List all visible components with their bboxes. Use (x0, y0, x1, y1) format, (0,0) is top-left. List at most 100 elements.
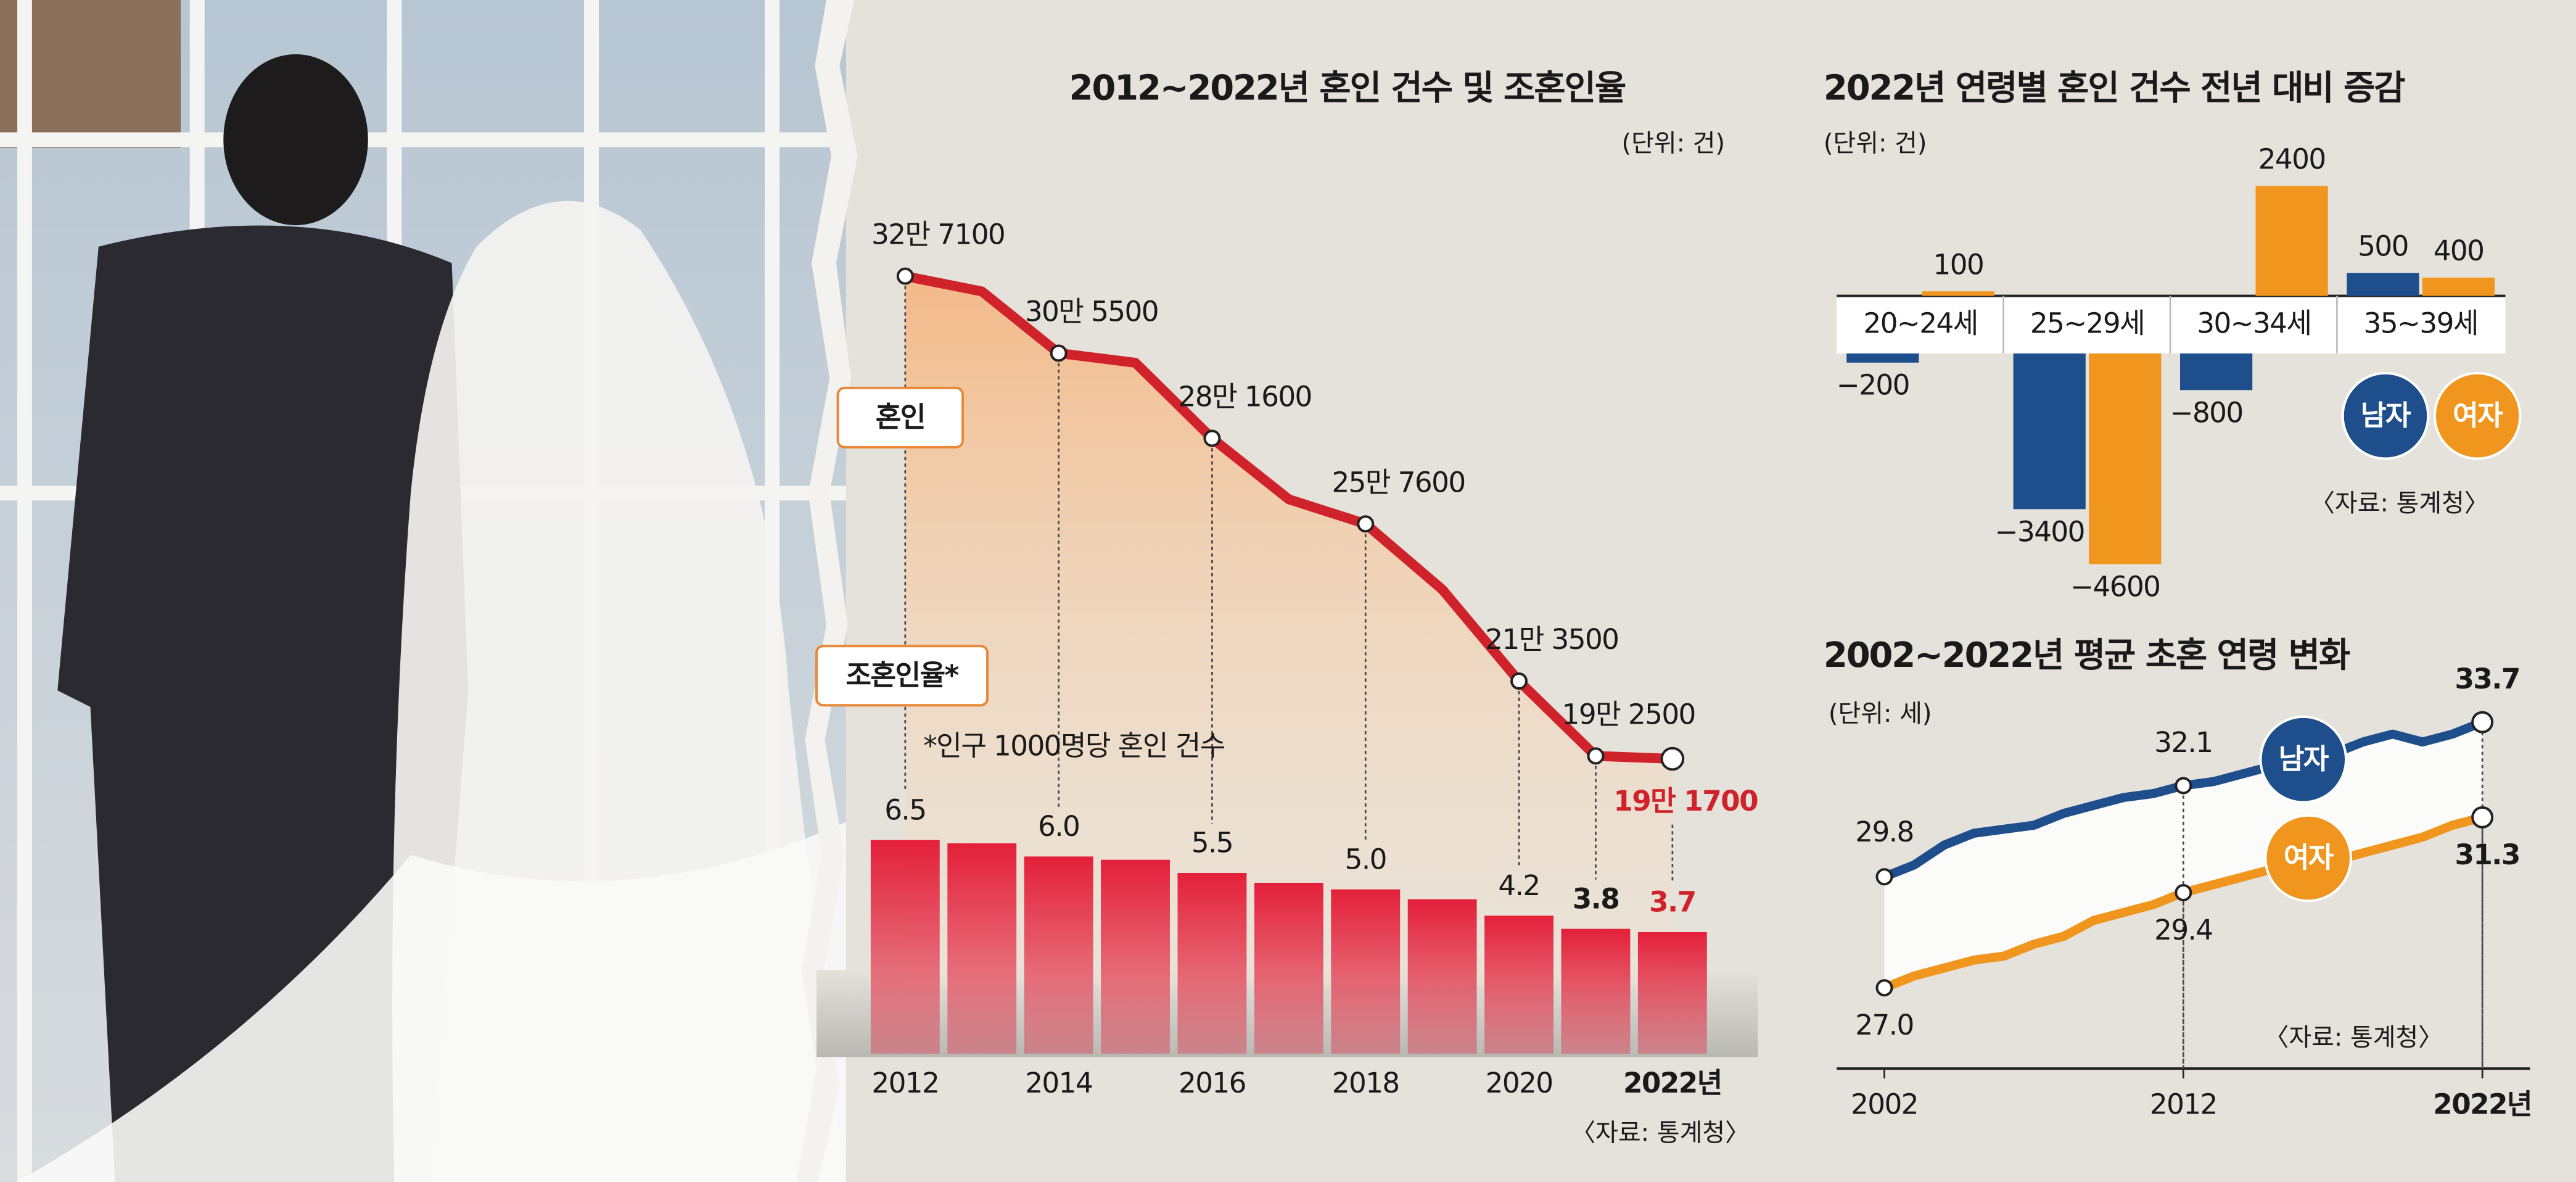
bar (2179, 353, 2253, 391)
line-value-label: 25만 7600 (1331, 466, 1465, 498)
chart-title: 2002~2022년 평균 초혼 연령 변화 (1824, 635, 2350, 676)
bar-value-label: 500 (2358, 230, 2408, 263)
bar-value-label: 6.0 (1038, 810, 1079, 843)
source-label: 〈자료: 통계청〉 (2310, 489, 2489, 518)
line-point (2175, 777, 2192, 795)
chart-title: 2022년 연령별 혼인 건수 전년 대비 증감 (1824, 68, 2405, 109)
x-tick-label: 2018 (1332, 1067, 1399, 1099)
bar-value-label: 3.8 (1573, 882, 1619, 915)
line-value-label: 32만 7100 (871, 218, 1005, 251)
bar (870, 840, 940, 1054)
x-tick-label: 2016 (1179, 1067, 1246, 1099)
bar (1561, 928, 1631, 1054)
line-value-label: 28만 1600 (1179, 381, 1312, 413)
line-value-label: 31.3 (2455, 838, 2519, 871)
x-tick-label: 20~24세 (1863, 307, 1977, 340)
bride-dress (16, 822, 846, 1182)
bar (1637, 932, 1707, 1054)
x-tick-label: 2002 (1851, 1088, 1918, 1120)
bar (1254, 883, 1323, 1054)
bar-value-label: −200 (1837, 369, 1909, 402)
line-point (1875, 979, 1893, 997)
x-tick-label: 2012 (2150, 1088, 2217, 1120)
legend-label: 남자 (2279, 743, 2329, 775)
line-point (1050, 344, 1068, 362)
bar (1331, 889, 1401, 1054)
bar (1407, 899, 1477, 1054)
legend-box (815, 645, 989, 707)
footnote: *인구 1000명당 혼인 건수 (923, 729, 1225, 762)
x-tick-label: 2014 (1025, 1067, 1092, 1099)
bar (2422, 277, 2495, 296)
x-tick-label: 2012 (871, 1067, 939, 1099)
unit-label: (단위: 세) (1829, 700, 1932, 728)
bar-value-label: 4.2 (1498, 869, 1539, 902)
legend-marker (2341, 371, 2430, 460)
line-value-label: 32.1 (2154, 726, 2212, 759)
line-value-label: 21만 3500 (1485, 623, 1618, 656)
x-tick-label: 30~34세 (2197, 307, 2311, 340)
line-value-label: 30만 5500 (1025, 295, 1158, 328)
line (904, 271, 1673, 764)
x-tick-label: 2022년 (1623, 1067, 1722, 1099)
line-point (1587, 747, 1605, 765)
legend-marker (2264, 814, 2353, 903)
legend-box (836, 386, 965, 448)
bar-value-label: 5.0 (1345, 843, 1386, 875)
line-value-label: 27.0 (1855, 1009, 1913, 1041)
legend-label: 남자 (2361, 399, 2411, 432)
bar-value-label: −3400 (1995, 515, 2084, 548)
legend-label: 혼인 (876, 401, 925, 434)
line-area (905, 276, 1673, 986)
legend-label: 조혼인율* (846, 659, 958, 692)
bar (2089, 353, 2162, 564)
x-tick-label: 35~39세 (2364, 307, 2478, 340)
photo (0, 0, 858, 1182)
line-point (2471, 806, 2494, 829)
bar-value-label: 3.7 (1649, 886, 1695, 919)
bar-value-label: 5.5 (1191, 827, 1233, 859)
line-point (1357, 515, 1375, 533)
bar (1177, 873, 1247, 1054)
bar-value-label: −800 (2170, 396, 2243, 429)
unit-label: (단위: 건) (1622, 129, 1726, 157)
bar (1024, 856, 1093, 1054)
bar (1922, 291, 1994, 296)
bar (1484, 915, 1553, 1054)
line-point (2471, 711, 2494, 734)
line-point (1875, 868, 1893, 886)
bar-value-label: 6.5 (884, 793, 926, 826)
bar (2347, 273, 2419, 296)
bar-value-label: 400 (2434, 234, 2484, 267)
bar-value-label: 2400 (2258, 143, 2326, 176)
line-value-label: 19만 1700 (1613, 785, 1758, 817)
bar (2013, 353, 2086, 510)
groom-head (223, 54, 368, 226)
x-tick-label: 2022년 (2433, 1088, 2532, 1120)
legend-label: 여자 (2284, 841, 2334, 874)
source-label: 〈자료: 통계청〉 (2264, 1023, 2443, 1052)
bar (2255, 186, 2328, 296)
unit-label: (단위: 건) (1824, 129, 1927, 157)
x-tick-label: 25~29세 (2030, 307, 2144, 340)
line-value-label: 19만 2500 (1562, 698, 1695, 730)
line-point (1510, 672, 1528, 690)
line-value-label: 29.8 (1855, 816, 1913, 848)
line-point (1203, 429, 1221, 447)
chart-title: 2012~2022년 혼인 건수 및 조혼인율 (1069, 68, 1626, 109)
bar (1846, 353, 1919, 363)
bar (947, 843, 1017, 1054)
line-point (2175, 884, 2192, 901)
x-tick-label: 2020 (1486, 1067, 1553, 1099)
legend-marker (2433, 371, 2522, 460)
line-value-label: 29.4 (2154, 914, 2212, 946)
source-label: 〈자료: 통계청〉 (1571, 1119, 1750, 1147)
bar-value-label: 100 (1933, 248, 1984, 281)
bar-value-label: −4600 (2070, 570, 2160, 603)
line-value-label: 33.7 (2455, 663, 2519, 695)
bar (1101, 859, 1170, 1054)
torn-edge (796, 0, 858, 1182)
legend-marker (2259, 715, 2348, 804)
